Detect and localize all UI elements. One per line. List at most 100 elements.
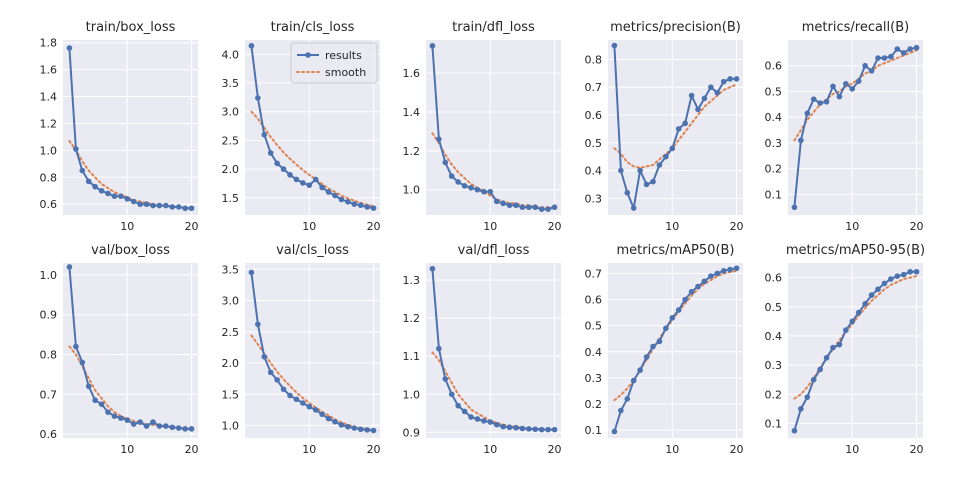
data-point-results [791,427,798,434]
data-point-results [519,204,526,211]
data-point-results [791,204,798,211]
data-point-results [804,394,811,400]
y-tick-label: 0.1 [765,417,783,430]
data-point-results [900,50,907,56]
y-tick-label: 0.3 [585,372,603,385]
data-point-results [500,423,506,430]
data-point-results [733,265,740,272]
data-point-results [888,276,894,282]
data-point-results [650,178,656,185]
y-tick-label: 0.4 [585,346,603,359]
y-tick-label: 0.8 [40,348,58,361]
data-point-results [720,78,727,85]
subplot-title: train/cls_loss [271,20,355,35]
data-point-results [474,416,481,422]
y-tick-label: 0.3 [765,359,783,372]
data-point-results [455,179,461,185]
data-point-results [493,421,500,428]
data-point-results [830,83,836,90]
data-point-results [79,167,86,174]
subplot-title: metrics/mAP50(B) [616,243,734,258]
data-point-results [137,419,143,425]
plot-area [788,263,923,438]
data-point-results [624,189,631,196]
x-tick-label: 10 [120,443,134,456]
data-point-results [637,367,643,373]
data-point-results [506,424,513,431]
data-point-results [630,205,637,211]
data-point-results [888,53,894,60]
data-point-results [280,166,287,172]
y-tick-label: 0.6 [585,294,603,307]
data-point-results [881,280,888,287]
data-point-results [332,192,338,199]
data-point-results [345,423,351,430]
data-point-results [448,391,455,398]
y-tick-label: 0.5 [765,301,783,314]
data-point-results [156,202,163,209]
data-point-results [105,190,111,197]
x-tick-label: 10 [302,443,316,456]
plot-area [608,263,743,438]
data-point-results [875,55,881,61]
data-point-results [538,206,545,212]
plot-area [63,263,198,438]
data-point-results [643,354,650,360]
data-point-results [637,167,643,174]
data-point-results [663,325,669,332]
subplot-val-dfl-loss: val/dfl_loss 10 20 0.9 1.0 1.1 1.2 1.3 [403,243,562,456]
data-point-results [513,202,519,209]
data-point-results [538,426,545,433]
y-tick-label: 0.6 [765,60,783,73]
plot-area [426,263,561,438]
data-point-results [532,426,539,433]
data-point-results [474,186,481,193]
data-point-results [487,419,494,425]
data-point-results [111,413,118,419]
data-point-results [551,204,558,211]
legend-label: results [325,49,362,62]
data-point-results [656,338,663,345]
data-point-results [248,42,255,49]
data-point-results [618,407,624,414]
data-point-results [92,397,98,404]
y-tick-label: 1.0 [40,144,58,157]
data-point-results [448,173,455,179]
data-point-results [118,193,124,199]
x-tick-label: 20 [185,443,199,456]
data-point-results [306,403,313,410]
x-tick-label: 10 [665,220,679,233]
data-point-results [611,42,618,49]
y-tick-label: 4.0 [222,48,240,61]
subplot-metrics-map50-b: metrics/mAP50(B) 10 20 0.1 0.2 0.3 0.4 0.5 0.6 0.… [585,243,744,456]
data-point-results [293,176,300,183]
subplot-title: metrics/recall(B) [802,20,909,35]
data-point-results [267,150,274,156]
data-point-results [682,296,688,303]
data-point-results [551,426,558,433]
y-tick-label: 1.2 [40,117,58,130]
data-point-results [130,198,137,205]
legend-label: smooth [325,66,366,79]
data-point-results [830,344,836,351]
data-point-results [182,205,188,212]
data-point-results [280,386,287,393]
data-point-results [545,426,551,433]
data-point-results [868,68,875,74]
data-point-results [461,183,468,189]
y-tick-label: 2.0 [222,163,240,176]
data-point-results [849,86,856,92]
y-tick-label: 0.1 [765,188,783,201]
plot-area [63,40,198,215]
data-point-results [461,408,468,415]
data-point-results [364,427,370,433]
y-tick-label: 1.4 [40,91,58,104]
data-point-results [175,204,182,210]
x-tick-label: 10 [483,220,497,233]
data-point-results [481,418,487,424]
y-tick-label: 2.5 [222,326,240,339]
y-tick-label: 0.8 [585,53,603,66]
data-point-results [618,167,624,174]
data-point-results [293,396,300,403]
data-point-results [913,268,920,275]
